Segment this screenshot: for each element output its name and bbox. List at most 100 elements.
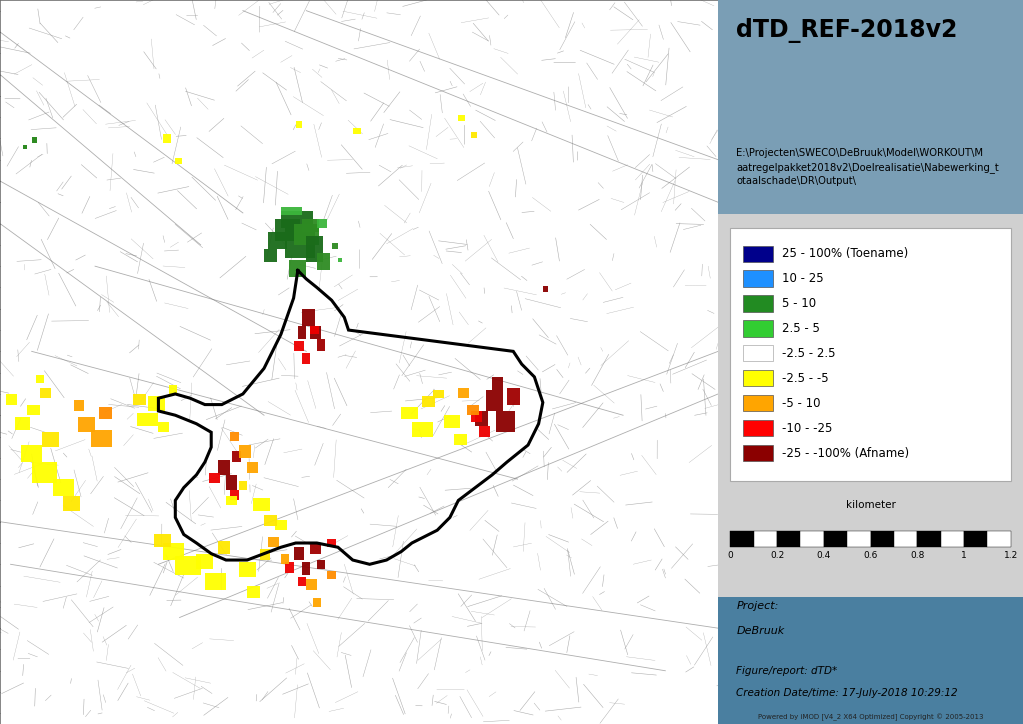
Bar xyxy=(458,387,469,398)
Bar xyxy=(743,345,773,361)
Text: E:\Projecten\SWECO\DeBruuk\Model\WORKOUT\M
aatregelpakket2018v2\Doelrealisatie\N: E:\Projecten\SWECO\DeBruuk\Model\WORKOUT… xyxy=(737,148,999,186)
Bar xyxy=(754,531,777,547)
Bar xyxy=(311,326,321,339)
Bar xyxy=(964,531,987,547)
Bar xyxy=(248,586,260,598)
Bar xyxy=(53,479,74,496)
Text: 25 - 100% (Toename): 25 - 100% (Toename) xyxy=(783,247,908,260)
Bar xyxy=(32,138,37,143)
Bar xyxy=(412,421,433,437)
Bar xyxy=(294,547,304,560)
Bar xyxy=(175,556,201,575)
Bar xyxy=(777,531,800,547)
Bar xyxy=(274,520,287,530)
Bar xyxy=(331,243,338,249)
Bar xyxy=(294,224,319,245)
Bar xyxy=(458,115,464,122)
Bar xyxy=(311,543,321,554)
Bar xyxy=(987,531,1011,547)
Bar xyxy=(800,531,824,547)
Bar xyxy=(238,562,256,577)
Bar xyxy=(74,400,85,411)
Bar xyxy=(317,219,327,228)
Bar xyxy=(264,515,276,526)
Bar xyxy=(871,531,894,547)
Text: -2.5 - 2.5: -2.5 - 2.5 xyxy=(783,347,836,360)
Bar xyxy=(302,562,311,575)
Bar xyxy=(543,287,548,292)
Bar xyxy=(444,416,460,428)
Bar xyxy=(169,385,177,394)
Bar xyxy=(743,420,773,437)
Bar xyxy=(91,430,112,447)
Bar xyxy=(238,481,248,489)
Bar xyxy=(274,219,300,240)
Text: Powered by iMOD [V4_2 X64 Optimized] Copyright © 2005-2013: Powered by iMOD [V4_2 X64 Optimized] Cop… xyxy=(758,714,983,721)
Bar xyxy=(260,550,270,560)
Bar xyxy=(238,445,252,458)
Text: 0.4: 0.4 xyxy=(816,551,831,560)
Bar xyxy=(42,432,59,447)
Bar xyxy=(154,534,171,547)
Bar xyxy=(290,260,306,277)
Text: 2.5 - 5: 2.5 - 5 xyxy=(783,322,820,335)
Bar xyxy=(466,405,480,416)
Bar xyxy=(894,531,918,547)
Bar xyxy=(264,249,276,262)
Bar xyxy=(743,245,773,262)
Bar xyxy=(298,326,306,339)
Bar xyxy=(32,462,57,484)
Bar xyxy=(743,370,773,387)
Bar xyxy=(718,214,1023,597)
Bar xyxy=(281,206,302,215)
Text: -25 - -100% (Afname): -25 - -100% (Afname) xyxy=(783,447,909,460)
Bar xyxy=(847,531,871,547)
Bar xyxy=(63,496,80,511)
Bar xyxy=(268,536,279,547)
Bar xyxy=(218,460,230,475)
Text: Figure/report: dTD*: Figure/report: dTD* xyxy=(737,666,838,676)
Text: 1.2: 1.2 xyxy=(1004,551,1018,560)
Text: -2.5 - -5: -2.5 - -5 xyxy=(783,372,829,385)
Bar xyxy=(507,387,520,405)
Bar xyxy=(317,560,325,568)
Bar xyxy=(730,531,754,547)
Bar xyxy=(281,554,290,564)
Bar xyxy=(28,405,40,416)
Text: 5 - 10: 5 - 10 xyxy=(783,297,816,310)
Bar xyxy=(226,496,236,505)
Bar xyxy=(918,531,941,547)
Bar xyxy=(285,228,315,258)
Bar xyxy=(230,432,238,441)
Text: 0.2: 0.2 xyxy=(770,551,785,560)
Bar xyxy=(824,531,847,547)
Bar xyxy=(298,577,306,586)
Bar xyxy=(133,394,145,405)
Bar xyxy=(471,132,478,138)
Bar xyxy=(471,411,482,421)
Bar xyxy=(743,295,773,311)
Bar xyxy=(209,473,220,484)
Bar xyxy=(302,219,319,232)
Bar xyxy=(941,531,964,547)
Bar xyxy=(137,413,159,426)
Bar xyxy=(230,489,238,500)
Bar xyxy=(306,579,317,590)
Bar xyxy=(296,122,302,127)
Bar xyxy=(14,417,30,430)
Bar xyxy=(302,308,315,326)
Text: 1: 1 xyxy=(962,551,967,560)
Bar xyxy=(21,445,42,462)
Bar xyxy=(196,554,214,568)
Bar xyxy=(496,411,516,432)
Text: 0.8: 0.8 xyxy=(910,551,925,560)
Text: kilometer: kilometer xyxy=(846,500,895,510)
Bar xyxy=(285,562,294,573)
Bar xyxy=(78,417,95,432)
Text: -10 - -25: -10 - -25 xyxy=(783,421,833,434)
Text: 0: 0 xyxy=(727,551,733,560)
Bar xyxy=(268,232,287,249)
Text: 10 - 25: 10 - 25 xyxy=(783,272,824,285)
Bar xyxy=(317,339,325,351)
Bar xyxy=(24,145,28,149)
